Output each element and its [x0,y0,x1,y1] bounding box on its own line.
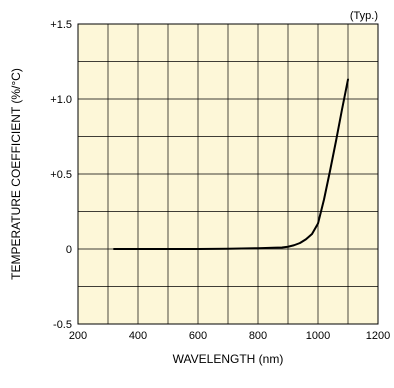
x-tick-label: 1200 [366,330,390,342]
y-tick-label: -0.5 [53,319,72,331]
y-axis-ticks: -0.5 0 +0.5 +1.0 +1.5 [50,19,72,331]
x-tick-label: 800 [249,330,267,342]
x-tick-label: 400 [129,330,147,342]
series-line [113,78,349,250]
y-tick-label: 0 [66,244,72,256]
y-tick-label: +0.5 [50,169,72,181]
y-tick-label: +1.5 [50,19,72,31]
typical-note: (Typ.) [350,10,378,22]
y-tick-label: +1.0 [50,94,72,106]
plot-frame [77,23,379,325]
x-axis-ticks: 200 400 600 800 1000 1200 [69,330,390,342]
x-tick-label: 600 [189,330,207,342]
y-axis-label: TEMPERATURE COEFFICIENT (%/°C) [9,68,23,280]
x-axis-label: WAVELENGTH (nm) [173,352,284,366]
x-tick-label: 1000 [306,330,330,342]
x-tick-label: 200 [69,330,87,342]
